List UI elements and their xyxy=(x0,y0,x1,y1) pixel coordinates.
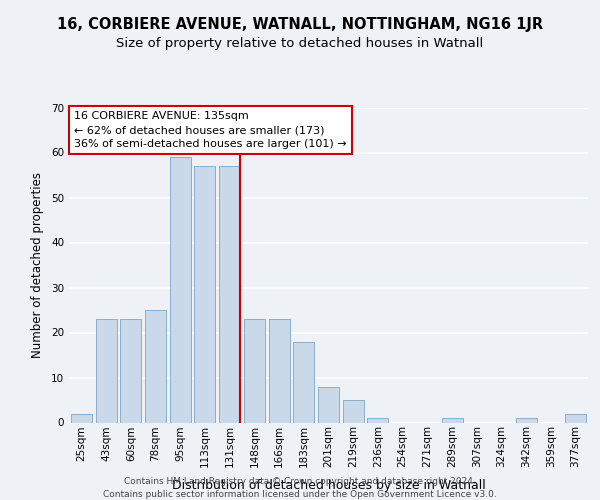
Y-axis label: Number of detached properties: Number of detached properties xyxy=(31,172,44,358)
Bar xyxy=(343,400,364,422)
Bar xyxy=(244,319,265,422)
Bar xyxy=(516,418,537,422)
Text: 16, CORBIERE AVENUE, WATNALL, NOTTINGHAM, NG16 1JR: 16, CORBIERE AVENUE, WATNALL, NOTTINGHAM… xyxy=(57,18,543,32)
Text: Contains HM Land Registry data © Crown copyright and database right 2024.: Contains HM Land Registry data © Crown c… xyxy=(124,478,476,486)
Bar xyxy=(71,414,92,422)
X-axis label: Distribution of detached houses by size in Watnall: Distribution of detached houses by size … xyxy=(172,478,485,492)
Bar xyxy=(194,166,215,422)
Bar xyxy=(219,166,240,422)
Bar xyxy=(170,157,191,422)
Bar xyxy=(442,418,463,422)
Bar xyxy=(293,342,314,422)
Bar xyxy=(367,418,388,422)
Bar xyxy=(145,310,166,422)
Bar xyxy=(95,319,116,422)
Bar xyxy=(120,319,141,422)
Bar xyxy=(269,319,290,422)
Bar xyxy=(565,414,586,422)
Text: Contains public sector information licensed under the Open Government Licence v3: Contains public sector information licen… xyxy=(103,490,497,499)
Text: 16 CORBIERE AVENUE: 135sqm
← 62% of detached houses are smaller (173)
36% of sem: 16 CORBIERE AVENUE: 135sqm ← 62% of deta… xyxy=(74,110,347,150)
Text: Size of property relative to detached houses in Watnall: Size of property relative to detached ho… xyxy=(116,38,484,51)
Bar xyxy=(318,386,339,422)
